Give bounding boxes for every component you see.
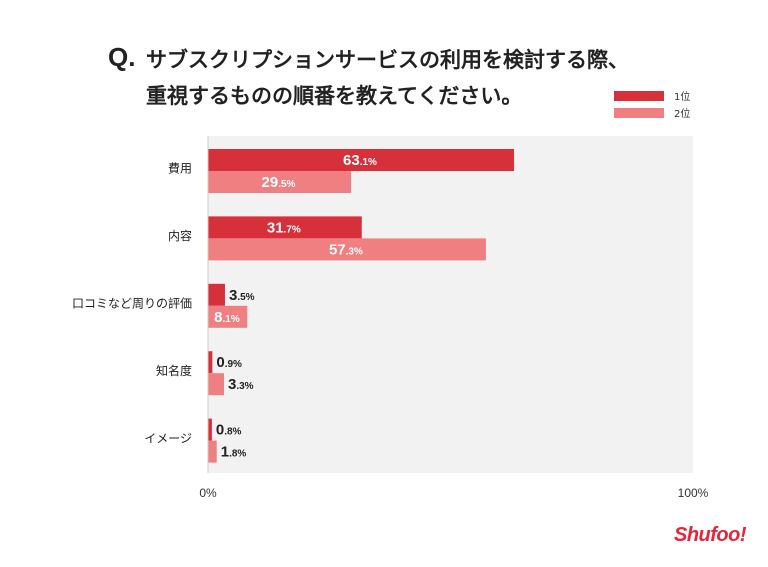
bar-rank1 [208,351,213,374]
data-label-integer: 0 [216,422,224,439]
data-label-decimal: .5% [237,292,254,303]
data-label-decimal: .1% [222,314,239,325]
category-label: 口コミなど周りの評価 [72,296,192,311]
legend-swatch-rank2 [614,108,664,118]
title-line-2: 重視するものの順番を教えてください。 [146,84,523,108]
data-label: 63.1% [343,152,377,169]
category-label: イメージ [144,431,192,445]
data-label-integer: 3 [229,287,237,304]
category-label: 知名度 [156,363,192,378]
bar-rank2 [208,373,225,396]
bar-rank1 [208,216,362,239]
data-label: 0.9% [216,354,242,371]
data-label: 3.3% [228,376,254,393]
legend-label-rank2: 2位 [674,109,691,120]
bar-rank1 [208,283,225,306]
data-label: 8.1% [214,309,240,326]
data-label: 1.8% [221,444,247,461]
data-label-integer: 0 [216,354,224,371]
category-label: 内容 [168,228,192,243]
bar-rank2 [208,171,352,193]
title-line-1: サブスクリプションサービスの利用を検討する際、 [146,48,629,72]
category-label: 費用 [168,161,192,176]
data-label-decimal: .1% [360,157,377,168]
data-label: 3.5% [229,287,255,304]
data-label-integer: 8 [214,309,222,326]
x-tick-label: 0% [199,486,217,500]
bar-rank2 [208,238,486,261]
bar-rank2 [208,305,248,328]
data-label-decimal: .3% [346,246,363,257]
x-tick-label: 100% [678,486,709,500]
data-label-integer: 31 [267,219,284,236]
bar-rank1 [208,418,212,441]
bar-rank1 [208,149,515,171]
data-label-decimal: .5% [278,179,295,190]
data-label: 31.7% [267,219,301,236]
data-label: 0.8% [216,422,242,439]
shufoo-logo: Shufoo! [674,524,747,546]
data-label-decimal: .9% [225,359,242,370]
data-label: 29.5% [262,174,296,191]
legend-label-rank1: 1位 [674,92,691,103]
data-label: 57.3% [329,241,363,258]
legend-swatch-rank1 [614,91,664,101]
bar-rank2 [208,440,217,463]
question-mark-label: Q. [108,42,136,72]
data-label-decimal: .3% [236,381,253,392]
data-label-integer: 63 [343,152,360,169]
data-label-decimal: .7% [284,224,301,235]
data-label-integer: 29 [262,174,279,191]
data-label-integer: 3 [228,376,236,393]
data-label-integer: 57 [329,241,346,258]
data-label-decimal: .8% [224,427,241,438]
data-label-decimal: .8% [229,449,246,460]
data-label-integer: 1 [221,444,229,461]
